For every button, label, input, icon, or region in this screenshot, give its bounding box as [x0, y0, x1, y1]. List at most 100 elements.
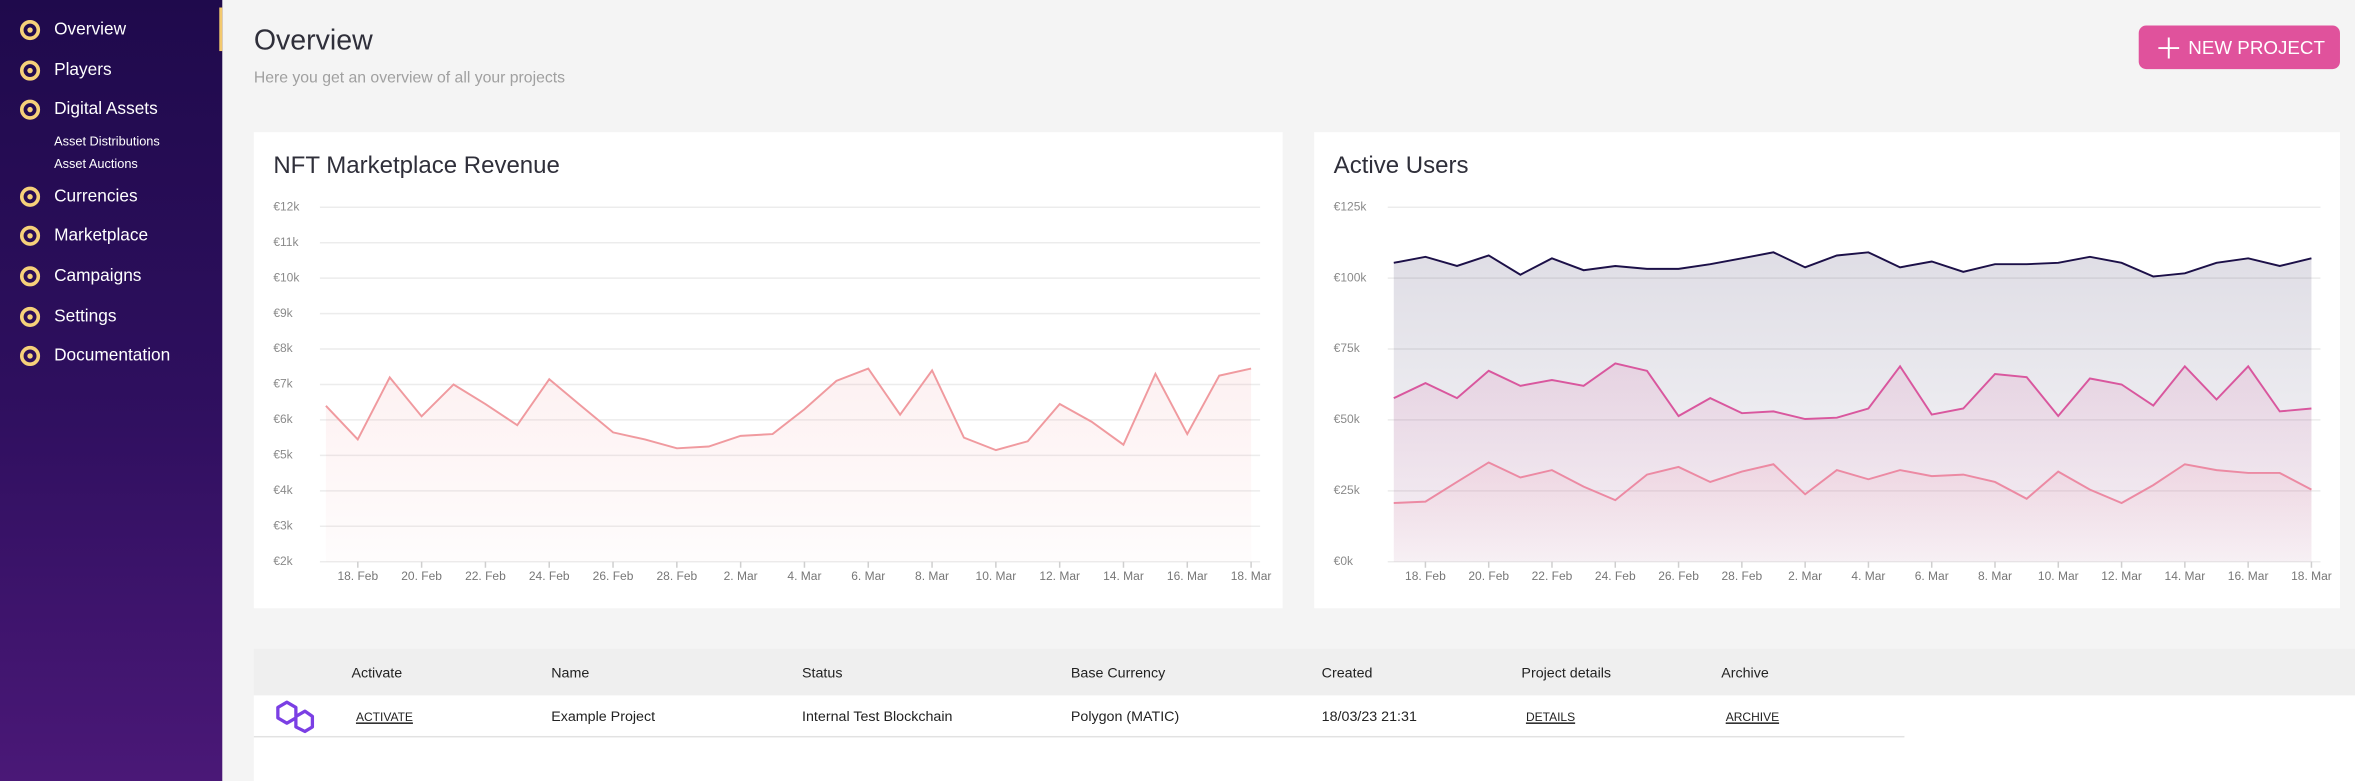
x-tick-label: 22. Feb [465, 569, 506, 583]
nav-label: Settings [54, 307, 117, 326]
table-cell: 18/03/23 21:31 [1321, 708, 1417, 726]
x-tick-label: 20. Feb [1468, 569, 1509, 583]
line [1393, 362, 2312, 421]
nav-item[interactable]: Currencies [0, 177, 222, 217]
nav-item[interactable]: Marketplace [0, 217, 222, 257]
x-tick-label: 14. Mar [2165, 569, 2206, 583]
link-button[interactable]: ACTIVATE [355, 710, 413, 724]
nav-label: Currencies [54, 187, 138, 206]
x-tick-label: 16. Mar [2228, 569, 2269, 583]
nav-item[interactable]: Documentation [0, 337, 222, 377]
column-header: Project details [1521, 665, 1612, 682]
x-tick-label: 10. Mar [976, 569, 1017, 583]
x-tick-label: 16. Mar [1167, 569, 1208, 583]
y-tick-label: €125k [1334, 199, 1368, 213]
icon-shape [27, 193, 33, 200]
nav: Overview Players Digital Assets Asset Distr… [0, 11, 222, 377]
chart: Active Users €0k €25k €50k €75k €100k €125k 18.… [1334, 152, 2332, 583]
icon-shape [19, 266, 41, 287]
nav-item[interactable]: Players [0, 50, 222, 90]
chart-title: NFT Marketplace Revenue [273, 152, 560, 179]
column-header: Status [802, 665, 843, 682]
table-cell: Example Project [551, 708, 656, 726]
icon-shape [27, 273, 33, 280]
icon-shape [19, 186, 41, 207]
line [1393, 251, 2312, 278]
icon-shape [19, 306, 41, 327]
x-tick-label: 6. Mar [1915, 569, 1949, 583]
x-tick-label: 22. Feb [1532, 569, 1573, 583]
y-tick-label: €0k [1334, 554, 1354, 568]
nav-sub-item[interactable]: Asset Auctions [54, 156, 138, 172]
table-cell: Internal Test Blockchain [802, 708, 953, 726]
icon-shape [27, 233, 33, 240]
icon-shape [27, 313, 33, 319]
area [325, 368, 1252, 562]
nav-label: Campaigns [54, 267, 142, 286]
link-button[interactable]: DETAILS [1525, 710, 1576, 724]
x-tick-label: 26. Feb [1658, 569, 1699, 583]
column-header: Created [1321, 665, 1373, 682]
icon-shape [19, 59, 41, 81]
nav-item[interactable]: Overview [0, 11, 222, 51]
y-tick-label: €11k [273, 235, 299, 249]
x-tick-label: 14. Mar [1103, 569, 1144, 583]
x-tick-label: 18. Mar [2291, 569, 2332, 583]
link-button[interactable]: ARCHIVE [1725, 710, 1780, 724]
nav-item[interactable]: Digital Assets [0, 90, 222, 130]
button-label: NEW PROJECT [2188, 37, 2325, 59]
icon-shape [19, 346, 41, 367]
chart-card: Active Users €0k €25k €50k €75k €100k €125k 18.… [1314, 132, 2340, 609]
page-subtitle: Here you get an overview of all your pro… [253, 69, 565, 88]
x-tick-label: 8. Mar [915, 569, 949, 583]
plus-icon [2158, 37, 2180, 59]
nav-icon [19, 19, 41, 41]
y-tick-label: €8k [273, 341, 293, 355]
y-tick-label: €50k [1334, 412, 1361, 426]
x-tick-label: 4. Mar [787, 569, 821, 583]
nav-icon [19, 186, 41, 207]
polygon-icon [276, 700, 315, 734]
chart: NFT Marketplace Revenue €2k €3k €4k €5k €6k €7… [273, 152, 1271, 583]
x-tick-label: 2. Mar [1788, 569, 1822, 583]
nav-label: Players [54, 60, 112, 79]
nav-icon [19, 346, 41, 367]
x-tick-label: 12. Mar [2101, 569, 2142, 583]
nav-icon [19, 59, 41, 81]
row-divider [253, 735, 1905, 738]
x-tick-label: 20. Feb [401, 569, 442, 583]
y-tick-label: €100k [1334, 270, 1368, 284]
chart-card: NFT Marketplace Revenue €2k €3k €4k €5k €6k €7… [253, 132, 1283, 609]
icon-shape [19, 99, 41, 120]
y-tick-label: €3k [273, 518, 293, 532]
nav-icon [19, 99, 41, 120]
active-indicator [219, 7, 223, 52]
table-header [253, 648, 2355, 696]
y-tick-label: €5k [273, 448, 293, 462]
y-tick-label: €6k [273, 412, 293, 426]
y-tick-label: €75k [1334, 341, 1361, 355]
x-tick-label: 18. Feb [337, 569, 378, 583]
column-header: Archive [1721, 665, 1769, 682]
x-tick-label: 24. Feb [1595, 569, 1636, 583]
icon-shape [27, 67, 33, 73]
icon-shape [27, 353, 33, 359]
nav-item[interactable]: Campaigns [0, 257, 222, 297]
nav-label: Marketplace [54, 227, 149, 246]
nav-item[interactable]: Settings [0, 297, 222, 337]
line [1393, 461, 2312, 505]
chart-title: Active Users [1334, 152, 1469, 179]
y-tick-label: €7k [273, 377, 293, 391]
x-tick-label: 12. Mar [1039, 569, 1080, 583]
column-header: Activate [351, 665, 403, 682]
nav-icon [19, 266, 41, 287]
new-project-button[interactable]: NEW PROJECT [2138, 25, 2340, 70]
y-tick-label: €12k [273, 199, 300, 213]
icon-shape [19, 226, 41, 247]
nav-label: Overview [54, 21, 127, 40]
sidebar: Overview Players Digital Assets Asset Distr… [0, 0, 223, 781]
nav-label: Digital Assets [54, 100, 158, 119]
nav-icon [19, 226, 41, 247]
nav-sub-item[interactable]: Asset Distributions [54, 133, 160, 149]
